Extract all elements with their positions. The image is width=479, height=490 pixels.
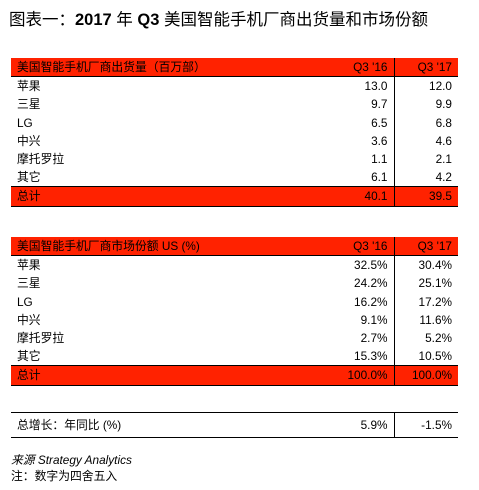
share-q3-16-value: 32.5% xyxy=(331,255,395,275)
source-line: 来源 Strategy Analytics xyxy=(11,452,132,468)
page-title: 图表一：2017 年 Q3 美国智能手机厂商出货量和市场份额 xyxy=(9,6,428,30)
share-col-q3-16: Q3 '16 xyxy=(331,237,395,257)
share-q3-16-value: 24.2% xyxy=(331,274,395,293)
share-q3-16-value: 2.7% xyxy=(331,329,395,348)
shipments-q3-16-value: 6.5 xyxy=(331,113,395,132)
shipments-header-label: 美国智能手机厂商出货量（百万部） xyxy=(11,58,331,78)
share-col-q3-17: Q3 '17 xyxy=(394,237,458,257)
table-row: 其它 6.1 4.2 xyxy=(11,168,458,187)
share-q3-17-value: 30.4% xyxy=(418,258,452,273)
share-q3-17-value: 25.1% xyxy=(418,276,452,291)
shipments-q3-16-value: 6.1 xyxy=(331,168,395,187)
vendor-name: 摩托罗拉 xyxy=(17,331,65,346)
vendor-name: 其它 xyxy=(17,170,41,185)
share-q3-17-value: 10.5% xyxy=(418,349,452,364)
shipments-q3-16-value: 9.7 xyxy=(331,95,395,114)
title-prefix: 图表一： xyxy=(9,11,75,29)
title-quarter: Q3 xyxy=(137,11,160,29)
shipments-table: 美国智能手机厂商出货量（百万部） Q3 '16 Q3 '17 苹果 13.0 1… xyxy=(11,58,458,207)
table-row: 摩托罗拉 1.1 2.1 xyxy=(11,150,458,169)
table-row: LG 16.2% 17.2% xyxy=(11,292,458,311)
table-row: 三星 24.2% 25.1% xyxy=(11,274,458,293)
rounding-note: 注：数字为四舍五入 xyxy=(11,469,118,483)
share-q3-17-value: 11.6% xyxy=(419,312,452,327)
share-q3-16-value: 9.1% xyxy=(331,310,395,330)
share-q3-16-value: 16.2% xyxy=(331,292,395,311)
share-q3-16-value: 15.3% xyxy=(331,347,395,366)
table-row: 中兴 3.6 4.6 xyxy=(11,131,458,151)
shipments-col-q3-16: Q3 '16 xyxy=(331,58,395,78)
vendor-name: LG xyxy=(17,115,33,130)
vendor-name: 三星 xyxy=(17,97,41,112)
shipments-q3-17-value: 9.9 xyxy=(435,97,452,112)
shipments-col-q3-17: Q3 '17 xyxy=(394,58,458,78)
table-row: 三星 9.7 9.9 xyxy=(11,95,458,114)
growth-row: 总增长：年同比 (%) 5.9% -1.5% xyxy=(11,412,458,438)
share-q3-17-value: 5.2% xyxy=(425,331,452,346)
market-share-table: 美国智能手机厂商市场份额 US (%) Q3 '16 Q3 '17 苹果 32.… xyxy=(11,237,458,386)
vendor-name: 中兴 xyxy=(17,312,41,327)
shipments-header-row: 美国智能手机厂商出货量（百万部） Q3 '16 Q3 '17 xyxy=(11,58,458,78)
share-total-row: 总计 100.0% 100.0% xyxy=(11,365,458,386)
shipments-q3-17-value: 4.6 xyxy=(435,133,452,148)
share-header-label: 美国智能手机厂商市场份额 US (%) xyxy=(11,237,331,257)
shipments-q3-16-value: 1.1 xyxy=(331,150,395,169)
vendor-name: 摩托罗拉 xyxy=(17,152,65,167)
table-row: 苹果 32.5% 30.4% xyxy=(11,255,458,275)
vendor-name: 其它 xyxy=(17,349,41,364)
vendor-name: 三星 xyxy=(17,276,41,291)
share-q3-17-value: 17.2% xyxy=(418,294,452,309)
footnotes: 来源 Strategy Analytics 注：数字为四舍五入 xyxy=(11,452,132,484)
total-label: 总计 xyxy=(11,365,331,386)
shipments-q3-16-value: 3.6 xyxy=(331,131,395,151)
table-row: 摩托罗拉 2.7% 5.2% xyxy=(11,329,458,348)
vendor-name: 中兴 xyxy=(17,133,41,148)
share-total-q3-16: 100.0% xyxy=(331,365,395,386)
table-row: 苹果 13.0 12.0 xyxy=(11,76,458,96)
table-row: 其它 15.3% 10.5% xyxy=(11,347,458,366)
title-rest: 美国智能手机厂商出货量和市场份额 xyxy=(159,11,428,29)
growth-label: 总增长：年同比 (%) xyxy=(11,412,331,438)
table-row: LG 6.5 6.8 xyxy=(11,113,458,132)
source-label: 来源 xyxy=(11,453,35,467)
share-total-q3-17: 100.0% xyxy=(394,365,458,386)
shipments-total-q3-16: 40.1 xyxy=(331,186,395,207)
growth-q3-17-value: -1.5% xyxy=(394,412,458,438)
shipments-total-row: 总计 40.1 39.5 xyxy=(11,186,458,207)
title-year-suffix: 年 xyxy=(111,11,138,29)
vendor-name: 苹果 xyxy=(17,258,41,273)
shipments-total-q3-17: 39.5 xyxy=(394,186,458,207)
total-label: 总计 xyxy=(11,186,331,207)
vendor-name: 苹果 xyxy=(17,79,41,94)
growth-q3-16-value: 5.9% xyxy=(331,412,395,438)
shipments-q3-17-value: 12.0 xyxy=(429,79,452,94)
table-row: 中兴 9.1% 11.6% xyxy=(11,310,458,330)
shipments-q3-17-value: 6.8 xyxy=(435,115,452,130)
share-header-row: 美国智能手机厂商市场份额 US (%) Q3 '16 Q3 '17 xyxy=(11,237,458,257)
growth-table: 总增长：年同比 (%) 5.9% -1.5% xyxy=(11,412,458,438)
title-year: 2017 xyxy=(75,11,112,29)
shipments-q3-16-value: 13.0 xyxy=(331,76,395,96)
shipments-q3-17-value: 2.1 xyxy=(435,152,452,167)
vendor-name: LG xyxy=(17,294,33,309)
source-value: Strategy Analytics xyxy=(34,453,132,467)
shipments-q3-17-value: 4.2 xyxy=(435,170,452,185)
